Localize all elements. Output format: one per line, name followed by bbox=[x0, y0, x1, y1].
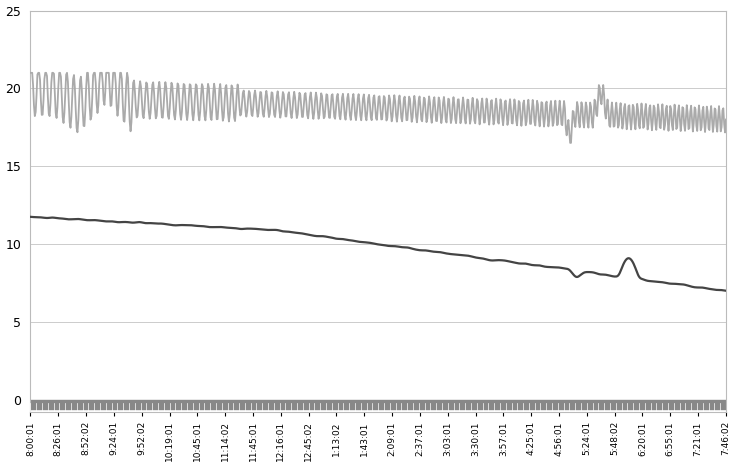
Bar bbox=[30, 401, 726, 409]
